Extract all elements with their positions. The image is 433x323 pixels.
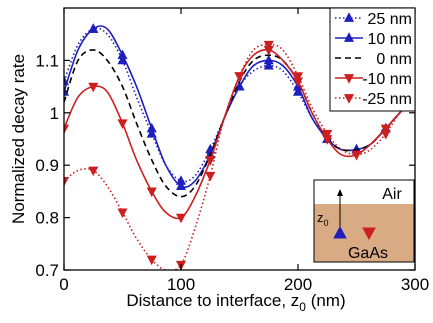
- y-tick-label: 1: [50, 104, 59, 123]
- data-point-marker: [263, 59, 274, 70]
- data-point-marker: [88, 23, 99, 33]
- legend-label: 25 nm: [368, 11, 412, 28]
- data-point-marker: [64, 124, 70, 135]
- data-point-marker: [380, 124, 391, 135]
- data-point-marker: [234, 80, 245, 91]
- x-tick-label: 0: [59, 275, 68, 294]
- legend-marker: [343, 74, 355, 84]
- inset-air-label: Air: [382, 186, 402, 203]
- material-inset: Air GaAs z0: [313, 179, 415, 263]
- data-point-marker: [117, 119, 128, 129]
- y-tick-label: 1.1: [35, 51, 59, 70]
- x-tick-label: 100: [167, 275, 195, 294]
- series-layer: [64, 23, 415, 270]
- data-point-marker: [175, 180, 187, 191]
- data-point-marker: [64, 177, 70, 187]
- inset-emitter-up-marker: [333, 225, 347, 239]
- x-tick-label: 300: [401, 275, 429, 294]
- inset-z-arrow-head: [337, 189, 343, 196]
- data-point-marker: [146, 255, 157, 266]
- legend-marker: [343, 12, 355, 22]
- legend: 25 nm 10 nm 0 nm -10 nm -25 nm: [329, 7, 416, 112]
- legend-marker: [343, 94, 355, 104]
- legend-label: -25 nm: [362, 91, 412, 108]
- legend-label: 0 nm: [376, 51, 412, 68]
- data-point-marker: [146, 122, 157, 133]
- data-point-marker: [263, 54, 274, 65]
- data-point-marker: [175, 213, 187, 224]
- data-point-marker: [322, 129, 333, 140]
- legend-label: -10 nm: [362, 71, 412, 88]
- data-point-marker: [263, 40, 274, 51]
- y-tick-label: 0.9: [35, 156, 59, 175]
- data-point-marker: [205, 171, 216, 182]
- y-axis-label: Normalized decay rate: [9, 54, 28, 224]
- legend-label: 10 nm: [368, 31, 412, 48]
- y-tick-label: 0.7: [35, 261, 59, 280]
- data-point-marker: [205, 156, 216, 166]
- data-point-marker: [88, 82, 99, 93]
- data-point-marker: [234, 72, 245, 82]
- axes-layer: 0 100 200 300 0.7 0.8 0.9 1 1.1: [35, 8, 429, 294]
- inset-frame: [313, 179, 415, 263]
- data-point-marker: [117, 208, 128, 219]
- inset-gaas-region: [314, 204, 414, 262]
- data-point-marker: [117, 49, 128, 60]
- legend-box: [329, 7, 416, 112]
- inset-emitter-down-marker: [362, 227, 376, 241]
- inset-gaas-label: GaAs: [348, 245, 388, 262]
- data-point-marker: [292, 72, 304, 82]
- plot-frame: [63, 7, 416, 271]
- x-axis-label: Distance to interface, z0 (nm): [126, 291, 345, 314]
- data-point-marker: [351, 150, 362, 161]
- data-point-marker: [146, 187, 157, 198]
- x-tick-label: 200: [284, 275, 312, 294]
- data-point-marker: [380, 129, 391, 140]
- data-point-marker: [64, 86, 70, 96]
- y-tick-label: 0.8: [35, 209, 59, 228]
- inset-z-label: z0: [317, 210, 329, 228]
- legend-marker: [343, 32, 355, 42]
- inset-air-region: [314, 180, 414, 204]
- data-point-marker: [88, 166, 99, 177]
